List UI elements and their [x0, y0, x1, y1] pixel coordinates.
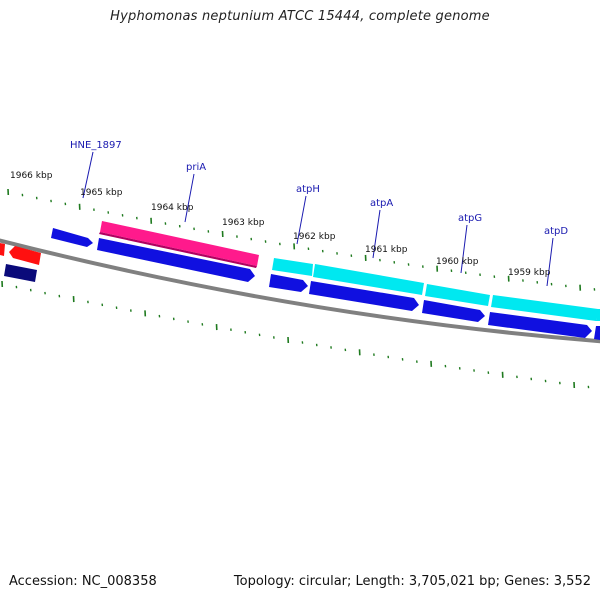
outer-tick-row: [7, 188, 596, 291]
position-label-1965: 1965 kbp: [80, 188, 123, 198]
gene-cds-long: [97, 238, 255, 282]
gene-label-atpd: atpD: [544, 226, 568, 237]
accession-text: Accession: NC_008358: [9, 574, 157, 589]
genome-summary-text: Topology: circular; Length: 3,705,021 bp…: [233, 574, 591, 589]
gene-cds-right: [594, 326, 600, 340]
gene-label-pria: priA: [186, 162, 206, 173]
inner-tick-row: [1, 280, 590, 389]
gene-label-atpg: atpG: [458, 213, 482, 224]
leader-atph: [296, 195, 307, 245]
gene-pria-bar: [100, 221, 259, 266]
gene-cds-atpg: [422, 300, 485, 322]
position-label-1964: 1964 kbp: [151, 203, 194, 213]
position-label-1961: 1961 kbp: [365, 245, 408, 255]
gene-atpg-bar: [425, 284, 490, 306]
gene-atph-bar: [272, 258, 313, 276]
gene-pria-bar-shade: [99, 232, 257, 268]
gene-cds-atpa: [309, 281, 419, 311]
gene-cds-atpd: [488, 312, 592, 338]
leader-atpa: [372, 209, 381, 259]
leader-hne1897: [82, 151, 94, 199]
gene-left-red-1: [0, 243, 5, 256]
map-title: Hyphomonas neptunium ATCC 15444, complet…: [110, 9, 490, 24]
gene-label-atpa: atpA: [370, 198, 393, 209]
gene-label-atph: atpH: [296, 184, 320, 195]
gene-atp-bar-right: [596, 309, 600, 321]
leader-atpd: [546, 237, 554, 287]
gene-atpa-bar: [313, 264, 424, 295]
gene-label-hne1897: HNE_1897: [70, 140, 122, 151]
gene-cds-atph: [269, 274, 308, 292]
leader-atpg: [460, 224, 468, 274]
genome-backbone: [0, 238, 600, 344]
gene-left-red-2: [9, 246, 41, 265]
position-label-1962: 1962 kbp: [293, 232, 336, 242]
position-label-1959: 1959 kbp: [508, 268, 551, 278]
gene-left-navy: [4, 264, 37, 282]
leader-pria: [184, 173, 195, 223]
position-label-1960: 1960 kbp: [436, 257, 479, 267]
gene-atpd-bar: [491, 295, 598, 321]
gene-hne1897-arrow: [51, 228, 93, 247]
position-label-1963: 1963 kbp: [222, 218, 265, 228]
position-label-1966: 1966 kbp: [10, 171, 53, 181]
